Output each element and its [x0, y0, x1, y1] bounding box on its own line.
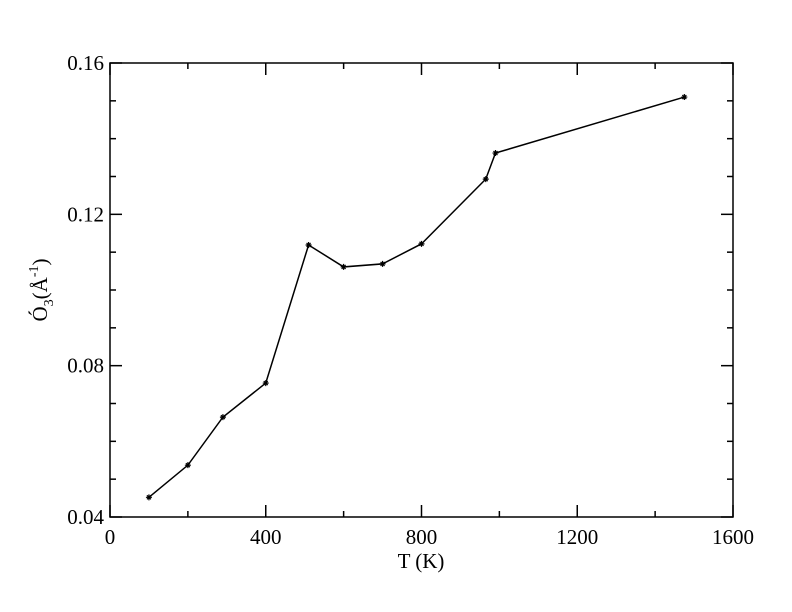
data-marker	[379, 260, 386, 267]
y-label-end: )	[28, 258, 52, 265]
x-tick-label: 1200	[556, 525, 598, 549]
data-marker	[219, 414, 226, 421]
x-tick-label: 800	[406, 525, 438, 549]
data-line	[148, 96, 685, 498]
data-marker	[418, 240, 425, 247]
y-tick-label: 0.08	[67, 354, 104, 378]
y-tick-label: 0.16	[67, 51, 104, 75]
x-tick-label: 0	[105, 525, 116, 549]
data-marker	[681, 94, 688, 101]
data-marker	[492, 150, 499, 157]
data-marker	[184, 462, 191, 469]
y-label-main: Ó	[28, 306, 52, 321]
data-marker	[262, 380, 269, 387]
data-marker	[305, 241, 312, 248]
plot-frame	[109, 62, 734, 518]
data-marker	[340, 263, 347, 270]
y-tick-label: 0.04	[67, 505, 104, 529]
x-axis-label: T (K)	[398, 549, 445, 573]
y-label-sub: 3	[42, 299, 57, 306]
y-axis-label: Ó3(Å-1)	[27, 258, 57, 321]
y-tick-label: 0.12	[67, 202, 104, 226]
x-tick-label: 400	[250, 525, 282, 549]
x-tick-label: 1600	[712, 525, 754, 549]
y-label-mid: (Å	[28, 276, 52, 299]
data-marker	[482, 176, 489, 183]
data-marker	[145, 494, 152, 501]
y-label-sup: -1	[27, 265, 42, 277]
